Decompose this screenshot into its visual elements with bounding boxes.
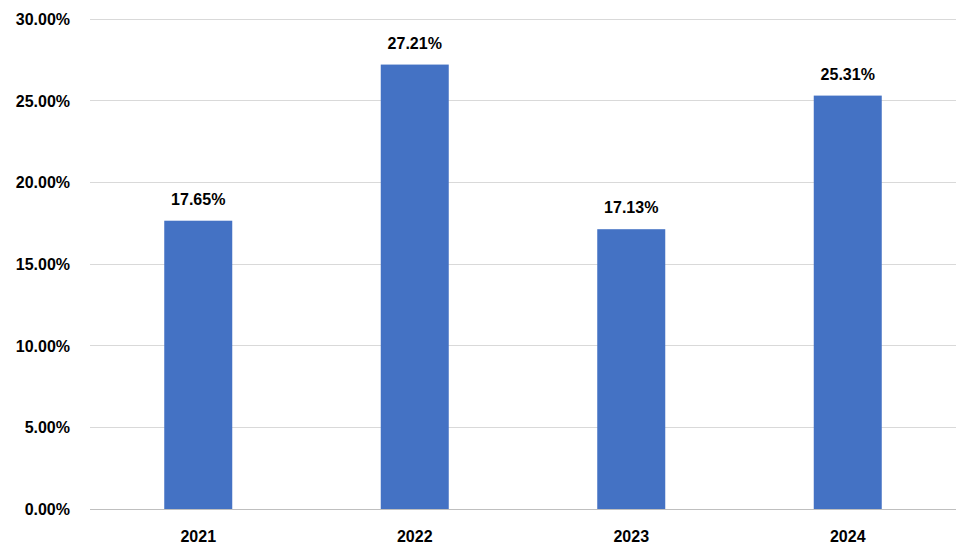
y-tick-label: 5.00% [25,419,70,436]
y-tick-label: 20.00% [16,174,70,191]
y-tick-label: 10.00% [16,338,70,355]
bar [814,96,882,509]
data-label: 27.21% [388,35,442,52]
data-label: 25.31% [821,66,875,83]
x-tick-label: 2021 [180,528,216,545]
grid [90,19,956,509]
y-tick-label: 0.00% [25,501,70,518]
y-tick-label: 30.00% [16,11,70,28]
chart-svg: 0.00% 5.00% 10.00% 15.00% 20.00% 25.00% 30.00%… [0,0,956,551]
bar [381,65,449,509]
y-tick-label: 25.00% [16,93,70,110]
grid-line [90,19,956,20]
data-label: 17.13% [604,199,658,216]
chart-container: 0.00% 5.00% 10.00% 15.00% 20.00% 25.00% 30.00%… [0,0,956,551]
page: {"chart_data": {"type": "bar", "categori… [0,0,956,551]
x-tick-label: 2024 [830,528,866,545]
x-tick-label: 2023 [613,528,649,545]
bar [597,229,665,509]
data-label: 17.65% [171,191,225,208]
bar [164,221,232,509]
bars [164,65,882,509]
x-tick-label: 2022 [397,528,433,545]
y-tick-label: 15.00% [16,256,70,273]
